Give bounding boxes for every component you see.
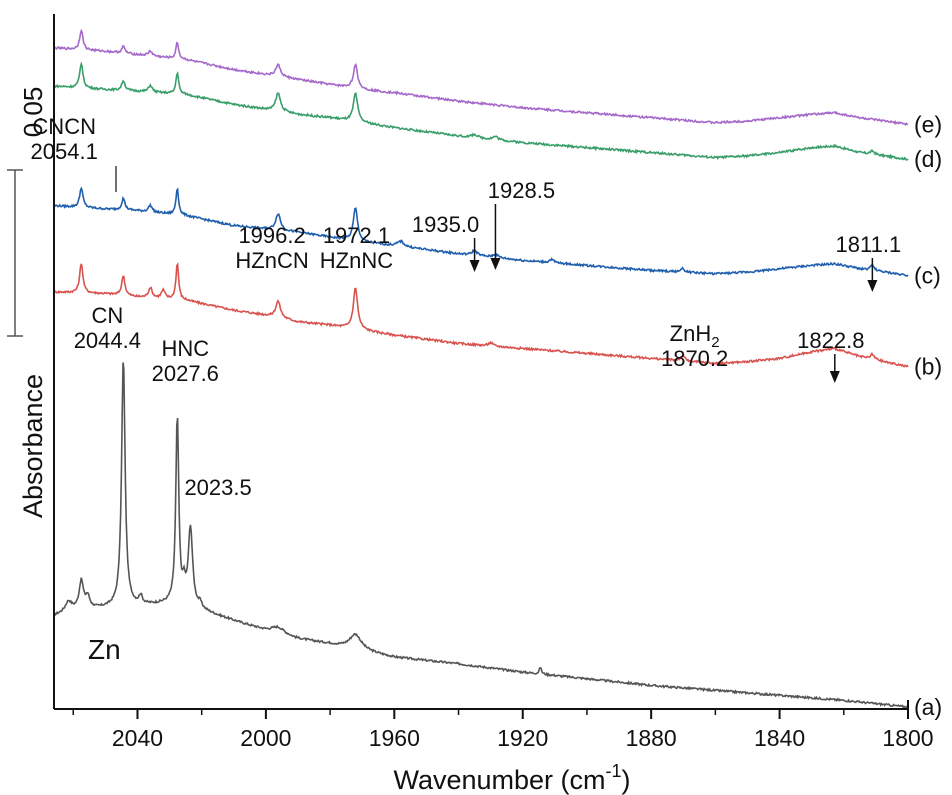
scale-bar-label: 0.05 xyxy=(18,87,48,138)
spectrum-line-d xyxy=(53,61,909,161)
annotation-arrow-head xyxy=(829,371,840,383)
spectrum-line-c xyxy=(53,186,909,277)
x-ticks: 2040 2000 1960 1920 1880 1840 1800 xyxy=(72,709,934,751)
annotation-arrow-head xyxy=(490,258,501,270)
annotation-text: 2023.5 xyxy=(184,475,251,500)
spectrum-line-b xyxy=(53,262,909,368)
annotation-1822-8: 1822.8 xyxy=(797,328,864,383)
trace-label-a: (a) xyxy=(914,694,942,720)
x-tick-label: 1960 xyxy=(369,725,420,751)
annotation-text: HZnCN xyxy=(235,248,308,273)
annotation-2023-5: 2023.5 xyxy=(184,475,251,500)
annotation-arrow-head xyxy=(867,280,878,292)
x-axis-title-main: Wavenumber (cm xyxy=(393,765,605,795)
annotation-text: 2054.1 xyxy=(31,139,98,164)
spectrum-traces xyxy=(53,28,909,709)
annotation-text: 1870.2 xyxy=(661,346,728,371)
annotation-text: 1996.2 xyxy=(238,223,305,248)
annotation-text: 1811.1 xyxy=(836,232,902,257)
spectrum-line-a xyxy=(53,362,909,709)
x-tick-label: 1920 xyxy=(497,725,548,751)
annotation-text: 2044.4 xyxy=(74,328,141,353)
annotation-1935-0: 1935.0 xyxy=(412,212,480,272)
annotation-arrow-head xyxy=(469,260,480,272)
x-tick-label: 1880 xyxy=(626,725,677,751)
annotation-text: CNCN xyxy=(32,114,96,139)
annotation-subscript: 2 xyxy=(711,334,719,351)
x-axis-title-close: ) xyxy=(622,765,631,795)
trace-label-e: (e) xyxy=(914,111,942,137)
element-label: Zn xyxy=(88,634,121,665)
annotation-text: 2027.6 xyxy=(152,361,219,386)
annotation-text: HZnNC xyxy=(320,248,393,273)
annotation-1928-5: 1928.5 xyxy=(488,178,555,270)
x-tick-label: 2000 xyxy=(240,725,291,751)
trace-label-c: (c) xyxy=(914,262,941,288)
scale-bar: 0.05 xyxy=(7,87,48,337)
annotation-text: 1928.5 xyxy=(488,178,555,203)
axes xyxy=(53,14,909,710)
x-axis-title-sup: -1 xyxy=(606,761,622,781)
trace-label-b: (b) xyxy=(914,354,942,380)
x-tick-label: 1840 xyxy=(754,725,805,751)
trace-labels: (a) (b) (c) (d) (e) xyxy=(914,111,942,720)
annotation-text: HNC xyxy=(161,336,209,361)
annotation-text: 1972.1 xyxy=(323,223,390,248)
x-tick-label: 1800 xyxy=(882,725,933,751)
trace-label-d: (d) xyxy=(914,146,942,172)
spectrum-line-e xyxy=(53,28,909,127)
annotation-text: 1935.0 xyxy=(412,212,479,237)
annotation-1811-1: 1811.1 xyxy=(836,232,902,292)
annotation-text: 1822.8 xyxy=(797,328,864,353)
x-tick-label: 2040 xyxy=(112,725,163,751)
x-axis-title: Wavenumber (cm-1) xyxy=(393,761,630,795)
y-axis-title: Absorbance xyxy=(18,374,48,518)
annotation-text: CN xyxy=(91,303,123,328)
